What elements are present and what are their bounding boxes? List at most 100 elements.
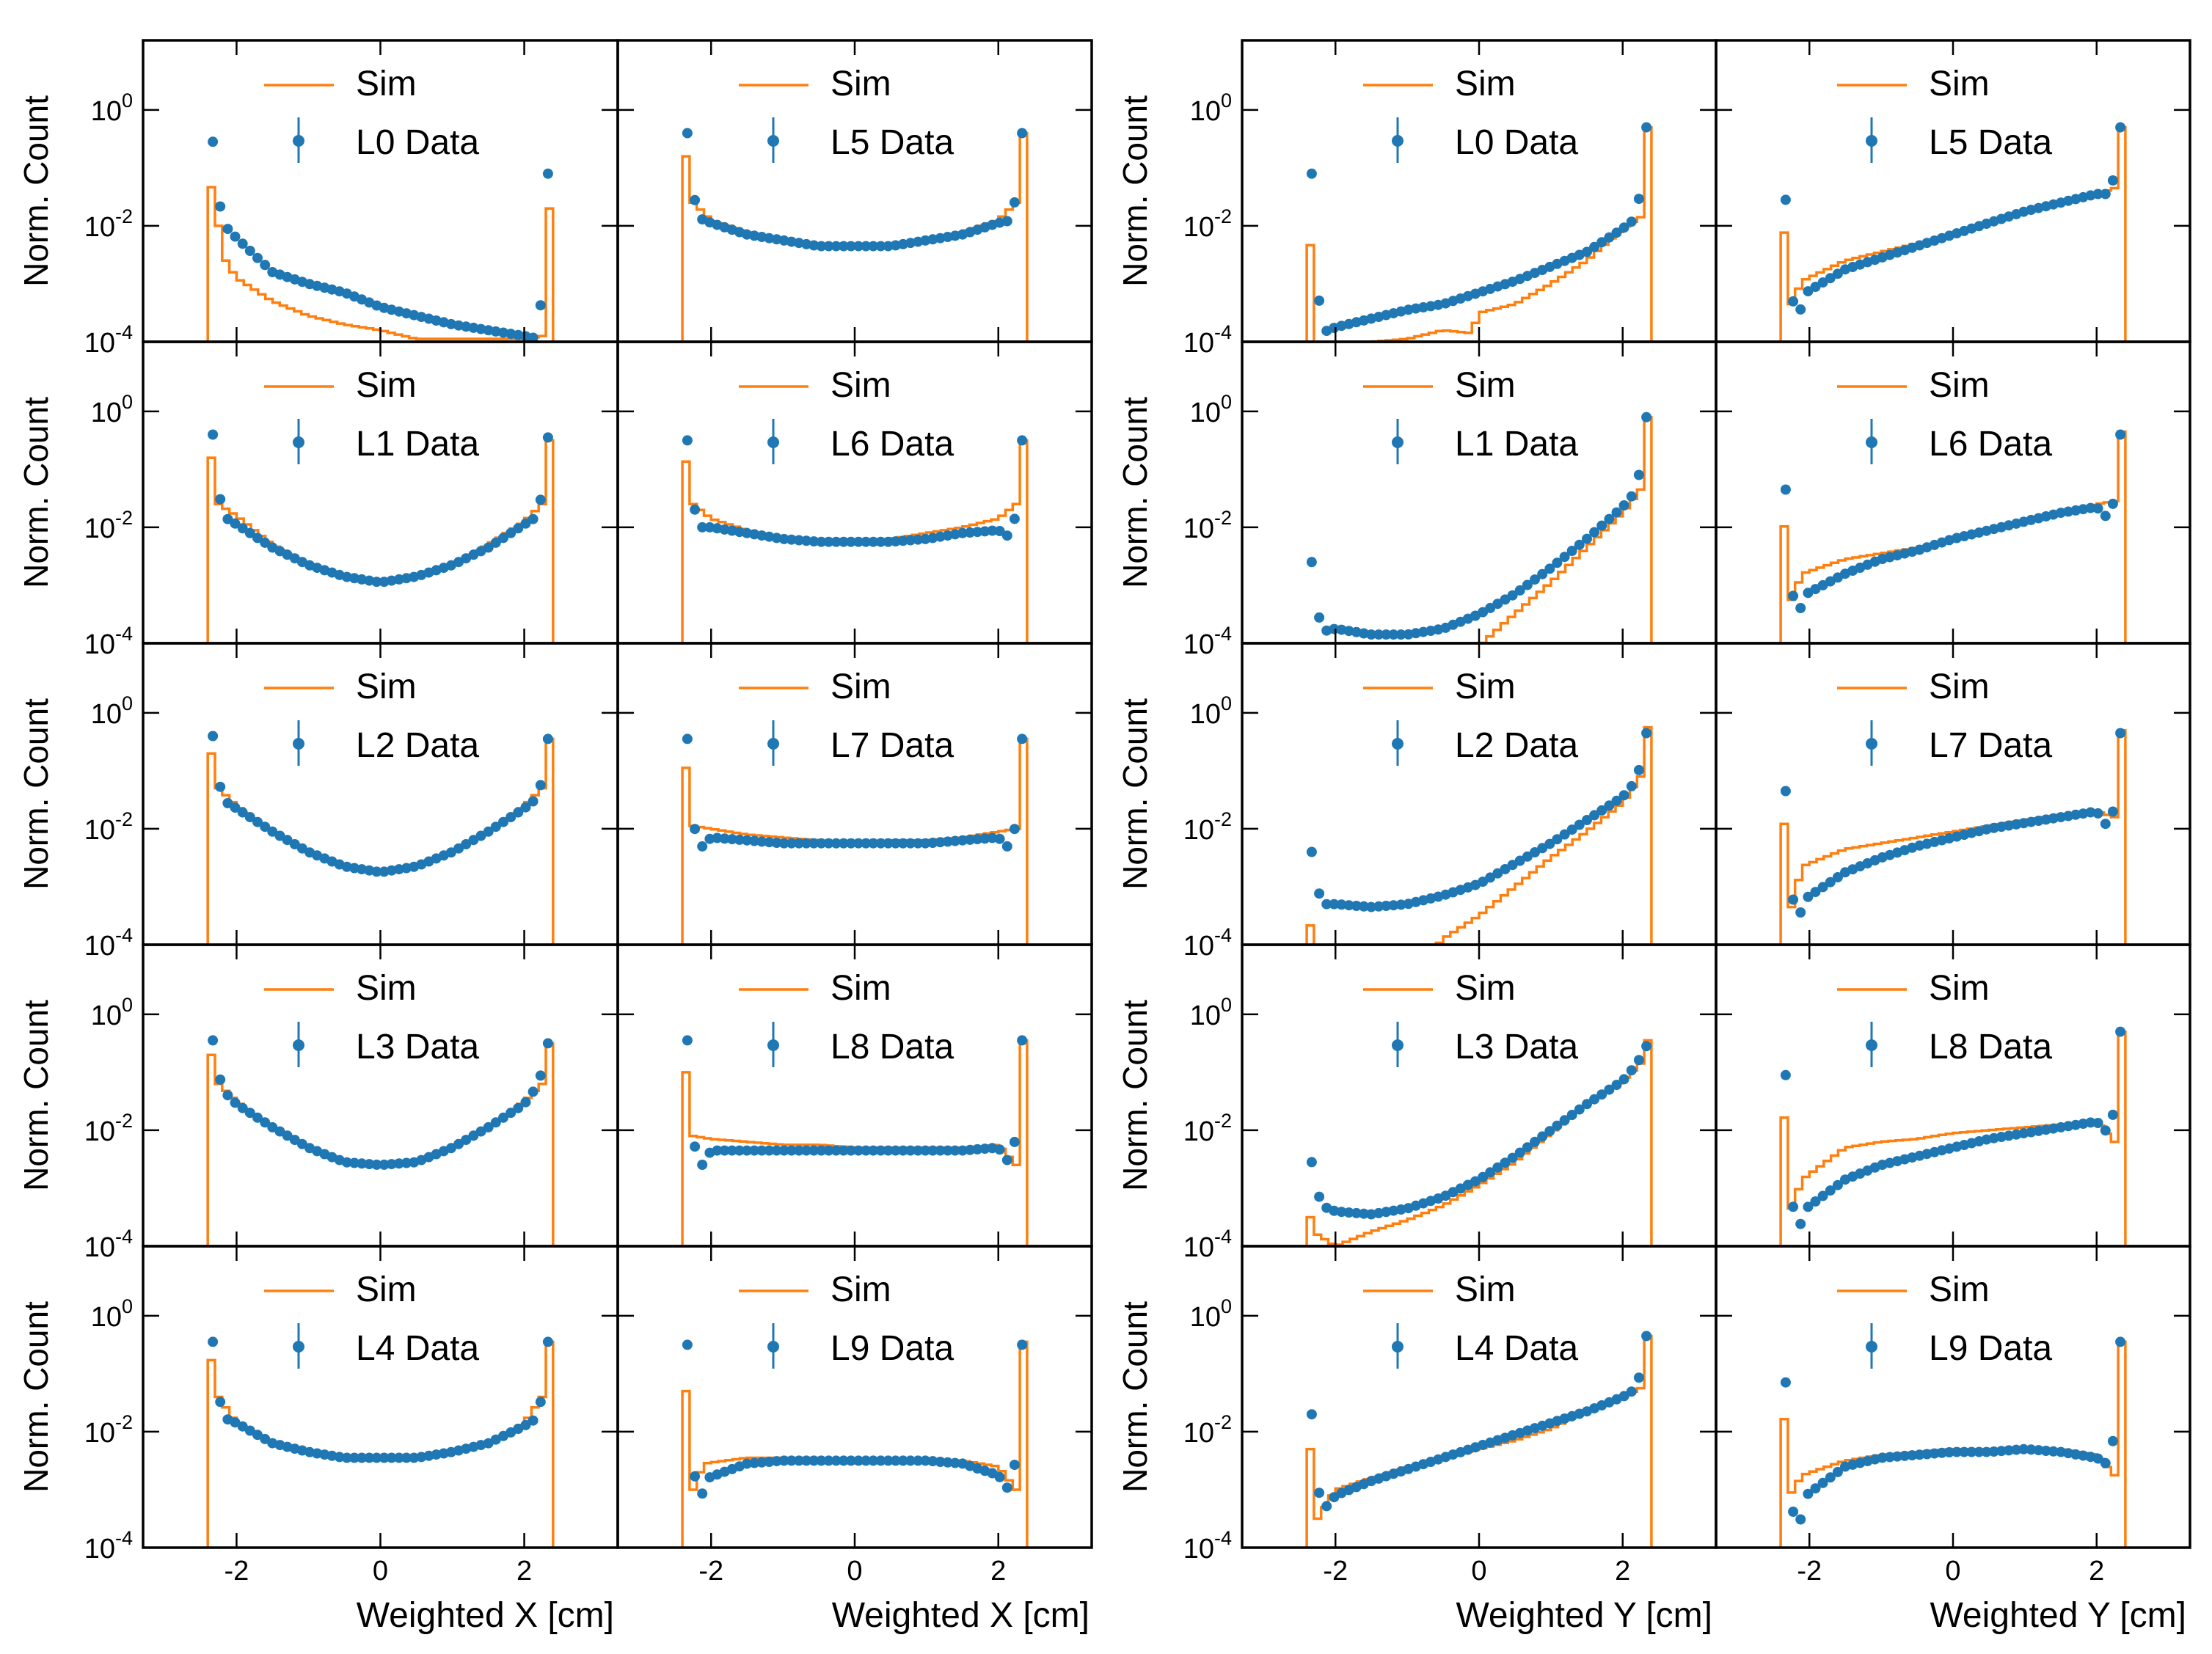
data-point — [853, 1145, 864, 1156]
data-point — [994, 1471, 1005, 1482]
data-point — [942, 1457, 953, 1468]
data-point — [1306, 168, 1317, 179]
data-point — [2100, 189, 2111, 200]
data-point — [1832, 872, 1843, 882]
data-point — [215, 1074, 226, 1085]
legend-data-marker — [767, 1039, 779, 1051]
subplot-x-L3: 100 10-2 10-4 Norm. Count Sim L3 Data — [17, 943, 619, 1263]
data-point — [244, 246, 255, 256]
x-tick-label: -2 — [698, 1556, 723, 1587]
data-point — [794, 1145, 804, 1156]
x-tick-label: 0 — [373, 1556, 388, 1587]
legend-data-marker — [1392, 1341, 1404, 1353]
data-point — [1626, 216, 1637, 227]
data-point — [461, 1135, 472, 1146]
xlabel-right-a: Weighted Y [cm] — [1456, 1596, 1712, 1635]
data-point — [905, 1455, 916, 1466]
data-point — [831, 1455, 842, 1466]
legend-sim-label: Sim — [1929, 667, 1990, 706]
data-point — [260, 260, 271, 271]
data-point — [682, 1339, 693, 1350]
data-point — [535, 300, 546, 311]
legend-data-label: L9 Data — [831, 1329, 954, 1368]
data-point — [237, 807, 248, 818]
data-point — [845, 1145, 856, 1156]
legend-sim-label: Sim — [1929, 969, 1990, 1008]
data-point — [1530, 847, 1540, 857]
data-point — [831, 1145, 842, 1156]
data-point — [1552, 557, 1563, 568]
legend-sim-label: Sim — [1455, 366, 1516, 405]
data-point — [498, 1112, 508, 1123]
data-point — [282, 1130, 293, 1141]
data-point — [897, 1145, 908, 1156]
legend-data-label: L0 Data — [356, 123, 479, 162]
data-point — [364, 1159, 375, 1170]
data-point — [1351, 1207, 1362, 1218]
data-point — [682, 733, 693, 744]
data-point — [2085, 502, 2096, 513]
sim-histogram-L8 — [681, 1039, 1029, 1246]
y-tick-label: 10-4 — [84, 321, 133, 359]
data-point — [823, 838, 834, 849]
y-tick-label: 10-4 — [1183, 924, 1232, 962]
y-tick-label: 10-4 — [1183, 321, 1232, 359]
data-point — [371, 1159, 382, 1170]
data-point — [1470, 1176, 1481, 1187]
subplot-y-L4: 100 10-2 10-4 Norm. Count -2 0 2 Sim L4 Data — [1116, 1245, 1718, 1587]
data-point — [1996, 1446, 2007, 1457]
data-point — [520, 1419, 531, 1430]
data-point — [2107, 498, 2118, 509]
data-point — [726, 834, 737, 845]
data-point — [1478, 1171, 1489, 1182]
sim-histogram-L5 — [681, 131, 1029, 342]
data-point — [215, 201, 226, 212]
data-point — [1943, 1447, 1954, 1457]
data-point — [935, 1145, 946, 1156]
x-tick-label: 0 — [847, 1556, 862, 1587]
data-point — [965, 834, 976, 845]
x-tick-label: -2 — [1323, 1556, 1348, 1587]
data-point — [535, 1070, 546, 1081]
data-point — [1803, 286, 1814, 297]
data-point — [994, 1144, 1005, 1155]
data-point — [949, 835, 960, 846]
data-point — [719, 1145, 730, 1156]
data-point — [1907, 1450, 1918, 1461]
data-point — [1306, 557, 1317, 568]
y-tick-label: 10-2 — [1183, 1411, 1232, 1449]
data-point — [1306, 1409, 1317, 1420]
data-point — [845, 1455, 856, 1466]
data-point — [282, 835, 293, 846]
data-point — [490, 1117, 501, 1128]
data-point — [808, 1455, 820, 1466]
data-point — [1552, 1120, 1563, 1131]
data-point — [1618, 1391, 1629, 1402]
legend-data-marker — [293, 135, 304, 147]
data-point — [1832, 1466, 1843, 1477]
legend-sim-label: Sim — [831, 969, 891, 1008]
data-point — [1589, 810, 1600, 821]
data-point — [1810, 282, 1821, 293]
x-tick-label: 2 — [1615, 1556, 1630, 1587]
data-point — [786, 1145, 797, 1156]
data-point — [1381, 901, 1392, 911]
y-axis-label: Norm. Count — [1116, 1000, 1154, 1191]
data-point — [349, 1157, 359, 1168]
data-point — [816, 1455, 827, 1466]
y-tick-label: 100 — [1190, 89, 1232, 127]
data-point — [1817, 277, 1828, 288]
data-point — [1803, 1201, 1814, 1212]
data-point — [1626, 1065, 1637, 1076]
data-point — [972, 1143, 983, 1154]
data-point — [957, 1145, 968, 1156]
legend-data-label: L6 Data — [1929, 425, 2052, 464]
data-point — [208, 136, 219, 147]
data-point — [208, 429, 219, 440]
legend-data-label: L4 Data — [1455, 1329, 1578, 1368]
data-point — [1959, 1446, 1970, 1457]
y-axis-label: Norm. Count — [17, 95, 55, 287]
sim-histogram-L4 — [206, 1340, 555, 1548]
y-tick-label: 10-2 — [84, 808, 133, 846]
data-point — [1017, 1339, 1028, 1350]
